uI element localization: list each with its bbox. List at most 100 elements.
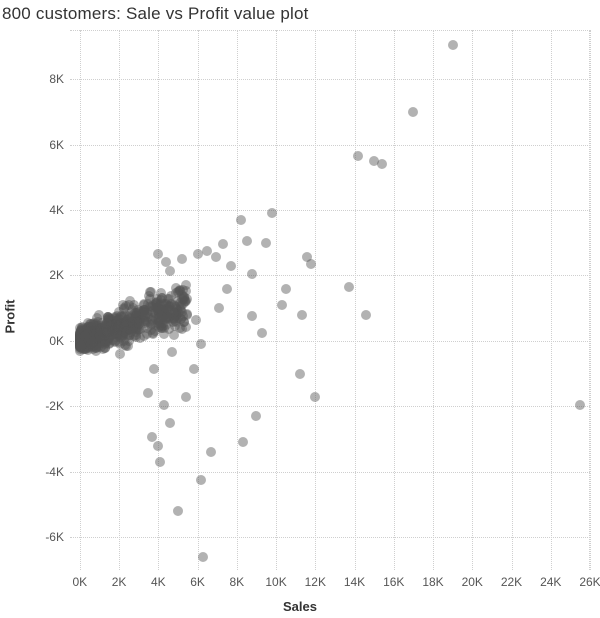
data-point bbox=[145, 287, 155, 297]
x-grid-line bbox=[237, 30, 238, 570]
y-tick-label: -2K bbox=[4, 399, 64, 413]
y-grid-line bbox=[70, 275, 590, 276]
data-point bbox=[202, 246, 212, 256]
data-point bbox=[191, 315, 201, 325]
data-point bbox=[173, 506, 183, 516]
x-tick-label: 8K bbox=[229, 575, 244, 589]
data-point bbox=[211, 252, 221, 262]
data-point bbox=[261, 238, 271, 248]
data-point bbox=[344, 282, 354, 292]
x-tick-label: 20K bbox=[462, 575, 483, 589]
data-point bbox=[147, 432, 157, 442]
data-point bbox=[175, 323, 185, 333]
data-point bbox=[159, 400, 169, 410]
data-point bbox=[153, 441, 163, 451]
x-grid-line bbox=[198, 30, 199, 570]
data-point bbox=[222, 284, 232, 294]
data-point bbox=[306, 259, 316, 269]
y-grid-line bbox=[70, 537, 590, 538]
x-grid-line bbox=[315, 30, 316, 570]
data-point bbox=[157, 293, 167, 303]
data-point bbox=[377, 159, 387, 169]
data-point bbox=[142, 308, 152, 318]
y-tick-label: 2K bbox=[4, 268, 64, 282]
y-grid-line bbox=[70, 341, 590, 342]
data-point bbox=[100, 339, 110, 349]
x-grid-line bbox=[276, 30, 277, 570]
x-tick-label: 18K bbox=[422, 575, 443, 589]
x-grid-line bbox=[80, 30, 81, 570]
x-grid-line bbox=[472, 30, 473, 570]
data-point bbox=[251, 411, 261, 421]
x-tick-label: 24K bbox=[540, 575, 561, 589]
data-point bbox=[76, 341, 86, 351]
x-tick-label: 10K bbox=[265, 575, 286, 589]
data-point bbox=[171, 288, 181, 298]
x-tick-label: 14K bbox=[344, 575, 365, 589]
data-point bbox=[189, 364, 199, 374]
data-point bbox=[361, 310, 371, 320]
y-grid-line bbox=[70, 210, 590, 211]
y-tick-label: -6K bbox=[4, 530, 64, 544]
data-point bbox=[247, 269, 257, 279]
x-tick-label: 2K bbox=[112, 575, 127, 589]
data-point bbox=[146, 325, 156, 335]
data-point bbox=[218, 239, 228, 249]
data-point bbox=[80, 331, 90, 341]
data-point bbox=[115, 349, 125, 359]
data-point bbox=[196, 339, 206, 349]
y-grid-line bbox=[70, 79, 590, 80]
y-tick-label: 8K bbox=[4, 72, 64, 86]
data-point bbox=[206, 447, 216, 457]
data-point bbox=[247, 311, 257, 321]
data-point bbox=[310, 392, 320, 402]
x-grid-line bbox=[355, 30, 356, 570]
x-tick-label: 22K bbox=[501, 575, 522, 589]
data-point bbox=[113, 322, 123, 332]
x-axis-title: Sales bbox=[283, 599, 317, 614]
x-tick-label: 12K bbox=[305, 575, 326, 589]
data-point bbox=[193, 249, 203, 259]
data-point bbox=[149, 364, 159, 374]
data-point bbox=[155, 457, 165, 467]
y-tick-label: 6K bbox=[4, 138, 64, 152]
data-point bbox=[119, 336, 129, 346]
data-point bbox=[165, 418, 175, 428]
x-grid-line bbox=[512, 30, 513, 570]
data-point bbox=[214, 303, 224, 313]
data-point bbox=[196, 475, 206, 485]
y-tick-label: -4K bbox=[4, 465, 64, 479]
data-point bbox=[448, 40, 458, 50]
data-point bbox=[153, 249, 163, 259]
data-point bbox=[257, 328, 267, 338]
y-tick-label: 4K bbox=[4, 203, 64, 217]
x-tick-label: 4K bbox=[151, 575, 166, 589]
x-grid-line bbox=[551, 30, 552, 570]
x-tick-label: 26K bbox=[579, 575, 600, 589]
x-grid-line bbox=[433, 30, 434, 570]
data-point bbox=[297, 310, 307, 320]
data-point bbox=[198, 552, 208, 562]
y-grid-line bbox=[70, 472, 590, 473]
x-grid-line bbox=[590, 30, 591, 570]
data-point bbox=[408, 107, 418, 117]
data-point bbox=[143, 388, 153, 398]
x-tick-label: 0K bbox=[72, 575, 87, 589]
plot-area bbox=[70, 30, 590, 570]
x-tick-label: 16K bbox=[383, 575, 404, 589]
data-point bbox=[157, 305, 167, 315]
data-point bbox=[181, 280, 191, 290]
chart-title: 800 customers: Sale vs Profit value plot bbox=[2, 4, 309, 24]
data-point bbox=[295, 369, 305, 379]
data-point bbox=[101, 325, 111, 335]
data-point bbox=[132, 322, 142, 332]
data-point bbox=[277, 300, 287, 310]
data-point bbox=[238, 437, 248, 447]
y-grid-line bbox=[70, 145, 590, 146]
data-point bbox=[177, 254, 187, 264]
data-point bbox=[267, 208, 277, 218]
data-point bbox=[226, 261, 236, 271]
data-point bbox=[161, 257, 171, 267]
scatter-chart: 800 customers: Sale vs Profit value plot… bbox=[0, 0, 600, 618]
y-axis-title: Profit bbox=[3, 300, 18, 334]
